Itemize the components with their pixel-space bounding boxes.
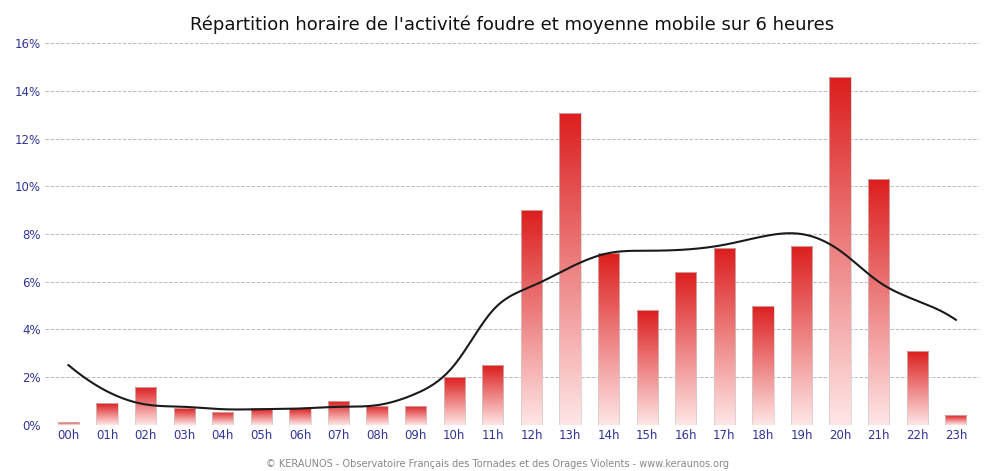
Bar bbox=[945, 415, 966, 425]
Bar bbox=[250, 408, 272, 425]
Bar bbox=[675, 272, 697, 425]
Text: © KERAUNOS - Observatoire Français des Tornades et des Orages Violents - www.ker: © KERAUNOS - Observatoire Français des T… bbox=[265, 459, 729, 469]
Bar bbox=[868, 179, 890, 425]
Bar bbox=[406, 406, 426, 425]
Bar bbox=[289, 408, 310, 425]
Bar bbox=[135, 387, 156, 425]
Bar bbox=[96, 403, 117, 425]
Bar bbox=[560, 113, 580, 425]
Bar bbox=[714, 248, 735, 425]
Bar bbox=[829, 77, 851, 425]
Bar bbox=[598, 253, 619, 425]
Bar bbox=[791, 246, 812, 425]
Bar bbox=[752, 306, 773, 425]
Bar bbox=[328, 401, 349, 425]
Bar bbox=[58, 422, 80, 425]
Bar bbox=[443, 377, 465, 425]
Bar bbox=[482, 365, 504, 425]
Title: Répartition horaire de l'activité foudre et moyenne mobile sur 6 heures: Répartition horaire de l'activité foudre… bbox=[190, 15, 834, 33]
Bar bbox=[636, 310, 658, 425]
Bar bbox=[521, 210, 542, 425]
Bar bbox=[174, 408, 195, 425]
Bar bbox=[212, 412, 234, 425]
Bar bbox=[907, 351, 927, 425]
Bar bbox=[367, 406, 388, 425]
